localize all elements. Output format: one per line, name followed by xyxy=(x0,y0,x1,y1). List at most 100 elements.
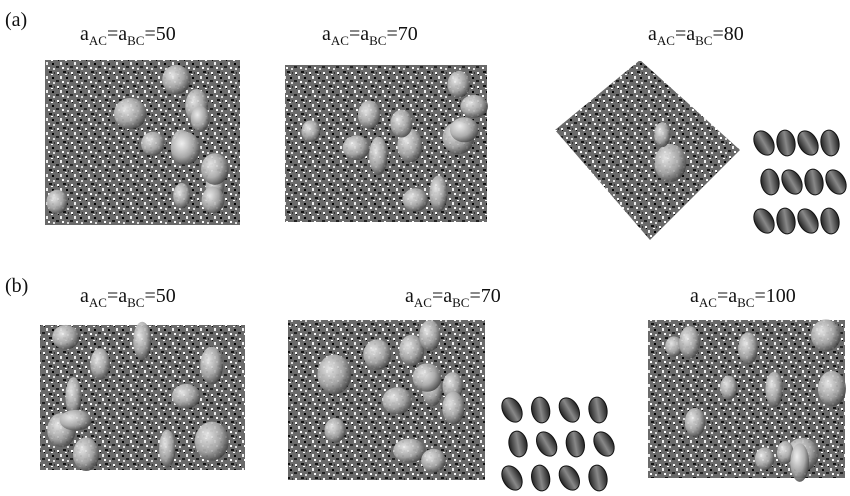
pore xyxy=(790,443,809,482)
subscript: BC xyxy=(695,33,712,48)
pore xyxy=(172,384,200,409)
pore xyxy=(60,410,92,431)
pore xyxy=(52,325,79,350)
tube xyxy=(822,166,850,198)
tube xyxy=(564,430,586,459)
subscript: AC xyxy=(331,33,349,48)
subscript: BC xyxy=(452,295,469,310)
tube xyxy=(794,205,823,237)
pore xyxy=(765,372,782,407)
pore xyxy=(301,120,320,142)
label-part: =a xyxy=(432,285,452,307)
tube xyxy=(778,166,807,198)
tube xyxy=(555,462,584,494)
pore xyxy=(65,377,81,415)
label-part: =50 xyxy=(144,285,175,307)
pore xyxy=(403,188,428,211)
pore xyxy=(114,98,147,129)
render-b2-inset xyxy=(498,394,619,494)
figure: (a) (b) aAC=aBC=50aAC=aBC=70aAC=aBC=80aA… xyxy=(0,0,850,496)
subscript: BC xyxy=(127,295,144,310)
subscript: BC xyxy=(737,295,754,310)
pore xyxy=(201,153,229,185)
render-b1 xyxy=(40,322,245,471)
pore xyxy=(173,183,190,208)
pore xyxy=(159,430,175,468)
tube xyxy=(794,127,823,159)
tube xyxy=(750,127,779,159)
pore xyxy=(654,144,686,182)
pore xyxy=(421,449,446,473)
label-part: =80 xyxy=(712,23,743,45)
pore xyxy=(393,439,426,463)
pore xyxy=(448,71,471,98)
pore xyxy=(172,132,200,165)
label-part: a xyxy=(80,285,89,307)
label-part: =a xyxy=(675,23,695,45)
tube xyxy=(590,428,619,460)
pore xyxy=(429,176,447,212)
label-part: a xyxy=(405,285,414,307)
pore xyxy=(133,322,151,360)
pore xyxy=(202,187,225,214)
pore xyxy=(685,408,705,437)
tube xyxy=(498,462,527,494)
pore xyxy=(679,326,700,359)
tube xyxy=(555,394,584,426)
label-part: a xyxy=(80,23,89,45)
panel-label: aAC=aBC=100 xyxy=(690,285,796,310)
pore xyxy=(73,437,99,471)
subscript: AC xyxy=(699,295,717,310)
texture xyxy=(555,60,740,240)
subscript: AC xyxy=(89,33,107,48)
tube xyxy=(819,207,841,236)
pore xyxy=(818,371,846,406)
tube xyxy=(759,168,781,197)
subscript: BC xyxy=(369,33,386,48)
tube xyxy=(587,464,609,493)
pore xyxy=(46,190,67,214)
pore xyxy=(419,320,440,351)
tube xyxy=(507,430,529,459)
panel-tag: (a) xyxy=(5,9,27,31)
tube xyxy=(530,396,552,425)
tube xyxy=(498,394,527,426)
pore xyxy=(162,65,190,94)
label-part: =50 xyxy=(144,23,175,45)
pore xyxy=(343,135,370,160)
pore xyxy=(369,137,387,175)
render-a3-inset xyxy=(750,127,850,237)
pore xyxy=(413,363,442,391)
panel-label: aAC=aBC=80 xyxy=(648,23,744,48)
pore xyxy=(324,418,345,443)
pore xyxy=(358,100,381,128)
pore xyxy=(191,106,210,132)
subscript: AC xyxy=(414,295,432,310)
pore xyxy=(90,348,110,379)
label-part: =100 xyxy=(754,285,795,307)
pore xyxy=(450,117,479,142)
pore xyxy=(200,347,223,385)
render-a2 xyxy=(285,65,488,222)
pore xyxy=(141,132,165,156)
subscript: BC xyxy=(127,33,144,48)
tube xyxy=(803,168,825,197)
label-part: a xyxy=(322,23,331,45)
panel-label: aAC=aBC=50 xyxy=(80,23,176,48)
pore xyxy=(755,447,774,470)
subscript: AC xyxy=(657,33,675,48)
label-part: a xyxy=(690,285,699,307)
pore xyxy=(195,422,229,461)
tube xyxy=(775,207,797,236)
render-a3 xyxy=(555,60,740,240)
subscript: AC xyxy=(89,295,107,310)
render-b2 xyxy=(288,320,485,480)
panel-label: aAC=aBC=50 xyxy=(80,285,176,310)
label-part: =70 xyxy=(386,23,417,45)
pore xyxy=(363,339,391,369)
render-b3 xyxy=(648,319,846,481)
pore xyxy=(654,122,670,147)
tube xyxy=(775,129,797,158)
tube xyxy=(532,428,561,460)
label-part: a xyxy=(648,23,657,45)
